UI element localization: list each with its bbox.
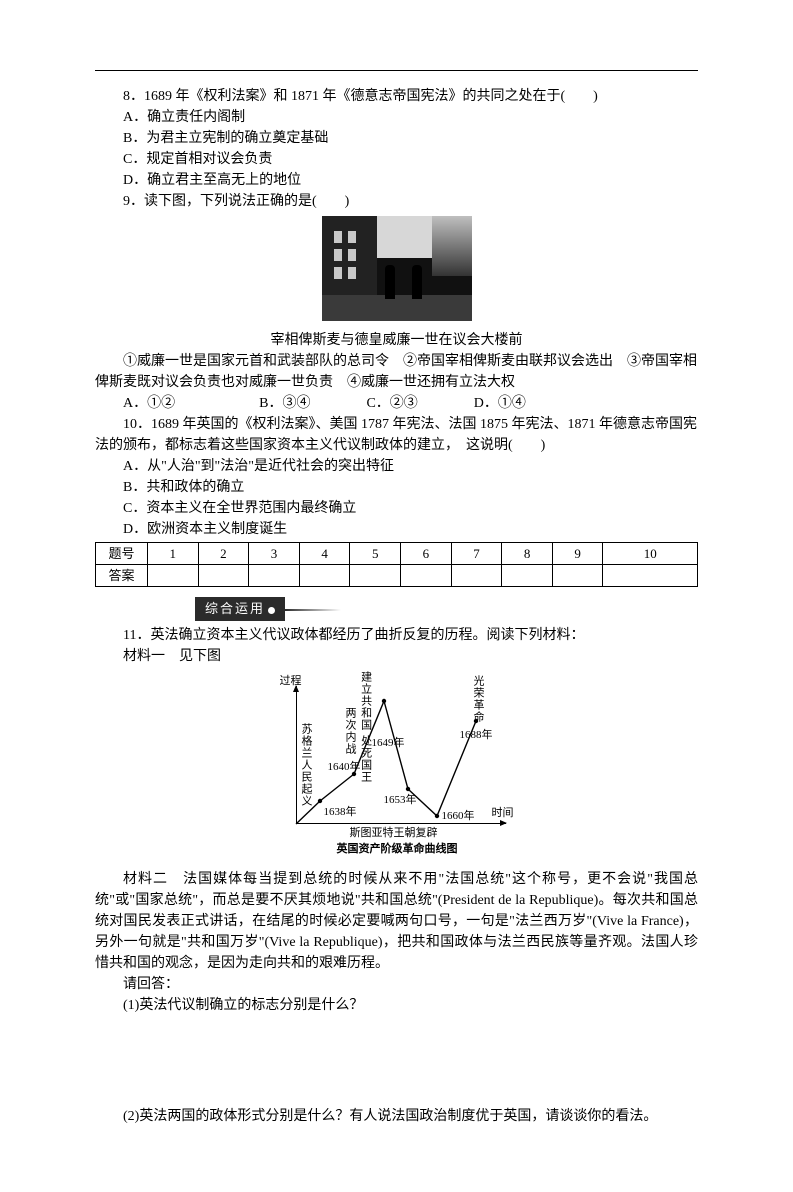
- col-2: 2: [198, 543, 249, 565]
- q11-ask: 请回答：: [95, 974, 698, 995]
- q8-opt-d: D．确立君主至高无上的地位: [95, 170, 698, 191]
- q11-m1-title: 材料一 见下图: [95, 646, 698, 667]
- q10-opt-d: D．欧洲资本主义制度诞生: [95, 519, 698, 540]
- col-4: 4: [299, 543, 350, 565]
- badge-text: 综合运用: [205, 601, 265, 616]
- ans-cell: [401, 565, 452, 587]
- lbl-glorious: 光荣革命: [470, 675, 487, 723]
- lbl-1660: 1660年: [442, 808, 475, 825]
- lbl-1638: 1638年: [324, 804, 357, 821]
- table-answer-label: 答案: [96, 565, 148, 587]
- q10-stem: 10．1689 年英国的《权利法案》、美国 1787 年宪法、法国 1875 年…: [95, 414, 698, 456]
- q9-stem: 9．读下图，下列说法正确的是( ): [95, 191, 698, 212]
- revolution-chart: 过程 苏格兰人民起义 1638年 两次内战 1640年 建立共和国 处死国王 1…: [262, 673, 532, 858]
- q11-sub2: (2)英法两国的政体形式分别是什么？有人说法国政治制度优于英国，请谈谈你的看法。: [95, 1106, 698, 1127]
- x-axis-label: 时间: [492, 805, 514, 822]
- chart-caption: 英国资产阶级革命曲线图: [337, 841, 458, 858]
- col-5: 5: [350, 543, 401, 565]
- badge-dot-icon: [268, 607, 275, 614]
- lbl-1649: 1649年: [372, 735, 405, 752]
- q8-opt-b: B．为君主立宪制的确立奠定基础: [95, 128, 698, 149]
- col-7: 7: [451, 543, 502, 565]
- ans-cell: [552, 565, 603, 587]
- q9-image: [95, 216, 698, 328]
- bismarck-photo: [322, 216, 472, 321]
- lbl-1688: 1688年: [460, 727, 493, 744]
- col-6: 6: [401, 543, 452, 565]
- ans-cell: [299, 565, 350, 587]
- q8-opt-a: A．确立责任内阁制: [95, 107, 698, 128]
- badge-tail-icon: [285, 609, 341, 611]
- section-badge: 综合运用: [195, 597, 341, 621]
- lbl-stuart: 斯图亚特王朝复辟: [350, 825, 438, 842]
- ans-cell: [451, 565, 502, 587]
- q10-opt-a: A．从"人治"到"法治"是近代社会的突出特征: [95, 456, 698, 477]
- col-1: 1: [148, 543, 199, 565]
- ans-cell: [198, 565, 249, 587]
- chart-wrap: 过程 苏格兰人民起义 1638年 两次内战 1640年 建立共和国 处死国王 1…: [95, 673, 698, 865]
- col-10: 10: [603, 543, 698, 565]
- lbl-1640: 1640年: [328, 759, 361, 776]
- left-vlabel: 苏格兰人民起义: [298, 723, 315, 807]
- q10-opt-b: B．共和政体的确立: [95, 477, 698, 498]
- y-axis-label: 过程: [280, 673, 302, 690]
- answer-table: 题号 1 2 3 4 5 6 7 8 9 10 答案: [95, 542, 698, 587]
- lbl-establish-republic: 建立共和国 处死国王: [360, 671, 372, 783]
- page-content: 8．1689 年《权利法案》和 1871 年《德意志帝国宪法》的共同之处在于( …: [95, 70, 698, 1127]
- q11-stem: 11．英法确立资本主义代议政体都经历了曲折反复的历程。阅读下列材料：: [95, 625, 698, 646]
- ans-cell: [249, 565, 300, 587]
- ans-cell: [148, 565, 199, 587]
- q9-options: A．①② B．③④ C．②③ D．①④: [95, 393, 698, 414]
- table-row: 题号 1 2 3 4 5 6 7 8 9 10: [96, 543, 698, 565]
- q11-m2: 材料二 法国媒体每当提到总统的时候从来不用"法国总统"这个称号，更不会说"我国总…: [95, 869, 698, 974]
- q9-caption: 宰相俾斯麦与德皇威廉一世在议会大楼前: [95, 330, 698, 351]
- col-3: 3: [249, 543, 300, 565]
- lbl-two-civil-wars: 两次内战: [342, 707, 359, 755]
- table-row: 答案: [96, 565, 698, 587]
- q11-sub1: (1)英法代议制确立的标志分别是什么？: [95, 995, 698, 1016]
- col-9: 9: [552, 543, 603, 565]
- q10-opt-c: C．资本主义在全世界范围内最终确立: [95, 498, 698, 519]
- ans-cell: [603, 565, 698, 587]
- q8-stem: 8．1689 年《权利法案》和 1871 年《德意志帝国宪法》的共同之处在于( …: [95, 86, 698, 107]
- ans-cell: [350, 565, 401, 587]
- blank-space: [95, 1016, 698, 1106]
- q8-opt-c: C．规定首相对议会负责: [95, 149, 698, 170]
- table-header-label: 题号: [96, 543, 148, 565]
- q9-statements: ①威廉一世是国家元首和武装部队的总司令 ②帝国宰相俾斯麦由联邦议会选出 ③帝国宰…: [95, 351, 698, 393]
- lbl-1653: 1653年: [384, 792, 417, 809]
- col-8: 8: [502, 543, 553, 565]
- ans-cell: [502, 565, 553, 587]
